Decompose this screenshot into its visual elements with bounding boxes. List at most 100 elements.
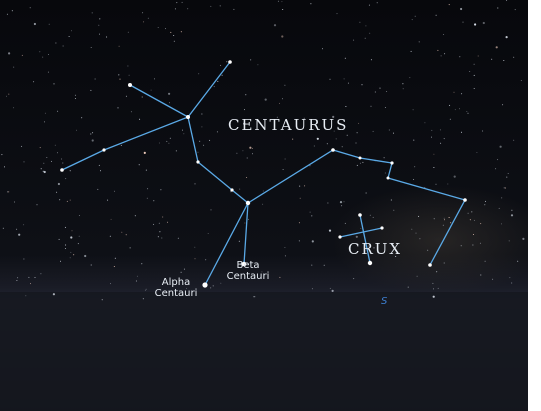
- background-star: [170, 32, 171, 33]
- background-star: [28, 277, 29, 278]
- background-star: [118, 107, 119, 108]
- background-star: [362, 162, 363, 163]
- background-star: [137, 276, 138, 277]
- background-star: [201, 126, 202, 127]
- background-star: [371, 106, 372, 107]
- background-star: [461, 245, 462, 246]
- background-star: [208, 233, 209, 234]
- background-star: [12, 10, 13, 11]
- background-star: [356, 143, 357, 144]
- background-star: [60, 261, 61, 262]
- background-star: [474, 23, 476, 25]
- background-star: [16, 229, 17, 230]
- background-star: [283, 169, 284, 170]
- background-star: [120, 79, 121, 80]
- background-star: [130, 247, 131, 248]
- star: [359, 157, 362, 160]
- background-star: [153, 200, 154, 201]
- background-star: [357, 165, 358, 166]
- background-star: [239, 241, 240, 242]
- background-star: [497, 159, 498, 160]
- star: [338, 235, 341, 238]
- background-star: [217, 81, 218, 82]
- background-star: [176, 150, 177, 151]
- background-star: [8, 94, 9, 95]
- background-star: [282, 98, 283, 99]
- background-star: [139, 119, 140, 120]
- star: [102, 148, 105, 151]
- background-star: [1, 154, 2, 155]
- background-star: [414, 166, 415, 167]
- background-star: [59, 199, 60, 200]
- background-star: [242, 150, 243, 151]
- background-star: [84, 255, 86, 257]
- background-star: [18, 234, 20, 236]
- background-star: [169, 102, 170, 103]
- background-star: [284, 247, 285, 248]
- background-star: [480, 275, 481, 276]
- background-star: [337, 13, 338, 14]
- background-star: [41, 168, 42, 169]
- background-star: [13, 67, 14, 68]
- background-star: [310, 212, 311, 213]
- background-star: [136, 281, 137, 282]
- background-star: [444, 53, 445, 54]
- background-star: [495, 168, 496, 169]
- background-star: [145, 290, 146, 291]
- background-star: [360, 228, 361, 229]
- background-star: [478, 56, 479, 57]
- background-star: [461, 93, 462, 94]
- background-star: [506, 36, 508, 38]
- background-star: [522, 238, 524, 240]
- background-star: [254, 296, 255, 297]
- background-star: [209, 140, 210, 141]
- background-star: [455, 109, 456, 110]
- background-star: [246, 177, 247, 178]
- background-star: [474, 220, 475, 221]
- background-star: [279, 277, 280, 278]
- background-star: [413, 140, 414, 141]
- background-star: [175, 8, 176, 9]
- background-star: [129, 75, 130, 76]
- background-star: [506, 177, 507, 178]
- star: [230, 188, 233, 191]
- background-star: [146, 170, 147, 171]
- background-star: [153, 224, 154, 225]
- background-star: [92, 132, 93, 133]
- background-star: [417, 276, 418, 277]
- background-star: [81, 117, 82, 118]
- background-star: [43, 163, 44, 164]
- background-star: [194, 247, 195, 248]
- background-star: [419, 238, 420, 239]
- background-star: [447, 184, 448, 185]
- background-star: [183, 133, 184, 134]
- background-star: [245, 94, 246, 95]
- background-star: [65, 178, 66, 179]
- background-star: [220, 65, 221, 66]
- background-star: [100, 170, 101, 171]
- background-star: [247, 158, 248, 159]
- background-star: [312, 240, 314, 242]
- star: [186, 115, 190, 119]
- background-star: [210, 6, 211, 7]
- background-star: [356, 236, 358, 238]
- background-star: [139, 164, 140, 165]
- background-star: [322, 48, 323, 49]
- background-star: [114, 266, 115, 267]
- background-star: [461, 132, 462, 133]
- background-star: [509, 277, 510, 278]
- background-star: [473, 234, 474, 235]
- background-star: [472, 245, 473, 246]
- background-star: [369, 5, 370, 6]
- background-star: [433, 288, 434, 289]
- background-star: [412, 19, 413, 20]
- background-star: [147, 188, 148, 189]
- star-chart: CENTAURUS CRUX Alpha Centauri Beta Centa…: [0, 0, 541, 411]
- background-star: [61, 159, 62, 160]
- background-star: [449, 217, 450, 218]
- background-star: [436, 271, 437, 272]
- background-star: [23, 259, 24, 260]
- background-star: [347, 135, 348, 136]
- background-star: [158, 27, 159, 28]
- background-star: [513, 57, 514, 58]
